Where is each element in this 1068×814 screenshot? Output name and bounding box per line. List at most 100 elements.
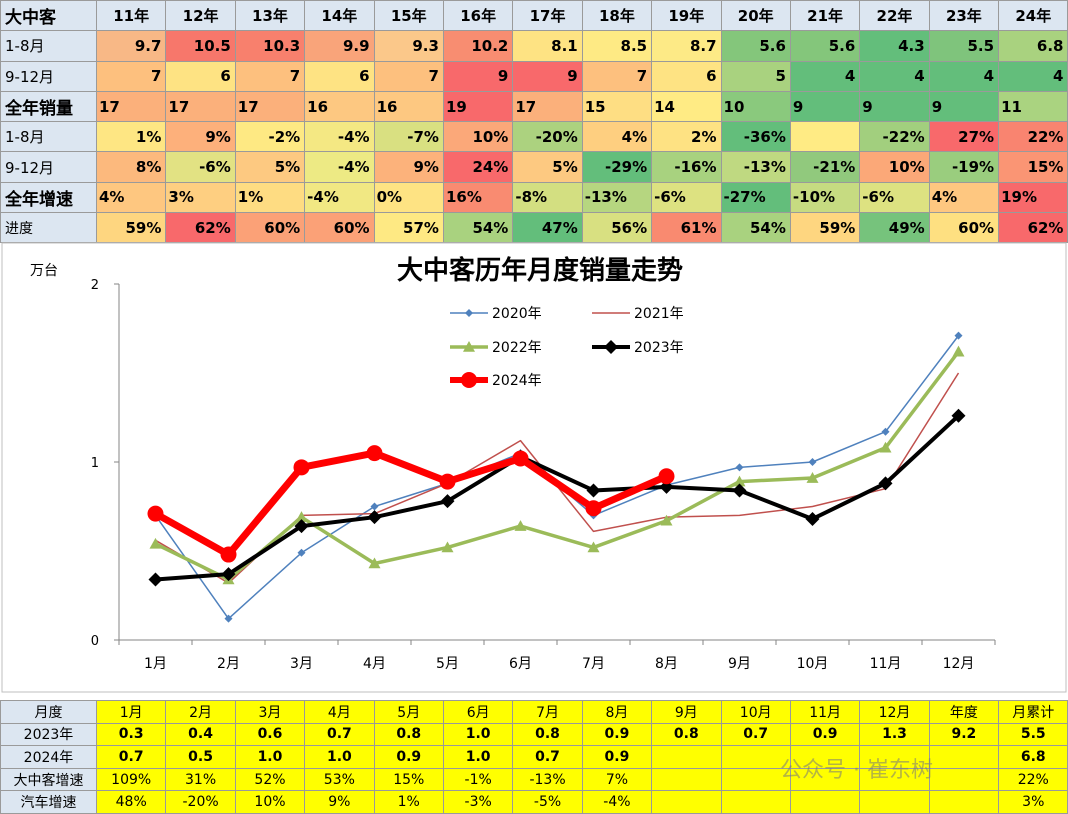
table-cell: 7 bbox=[373, 60, 444, 92]
data-point bbox=[879, 441, 892, 453]
row-label: 全年增速 bbox=[0, 181, 97, 214]
y-tick-label: 1 bbox=[91, 456, 99, 471]
legend-marker bbox=[465, 309, 473, 317]
series-line-2022年 bbox=[154, 350, 960, 582]
table-cell: 14 bbox=[651, 90, 722, 123]
month-header: 10月 bbox=[720, 700, 791, 724]
data-point bbox=[733, 475, 746, 487]
data-point bbox=[147, 505, 164, 522]
table-cell bbox=[789, 790, 861, 814]
table-cell: 54% bbox=[720, 212, 791, 244]
year-header: 19年 bbox=[651, 0, 722, 32]
table-cell: 17 bbox=[165, 90, 236, 123]
table-cell: 60% bbox=[928, 212, 1000, 244]
month-header: 5月 bbox=[373, 700, 444, 724]
data-point bbox=[440, 494, 455, 509]
table-cell: 5.5 bbox=[928, 30, 1000, 62]
table-cell bbox=[720, 767, 791, 792]
row-label: 1-8月 bbox=[0, 121, 97, 153]
table-cell: 9.9 bbox=[304, 30, 375, 62]
table-cell: -7% bbox=[373, 121, 444, 153]
table-cell: 7 bbox=[95, 60, 167, 92]
table-cell: 17 bbox=[234, 90, 306, 123]
row-label: 大中客增速 bbox=[0, 767, 97, 792]
table-cell: 9.7 bbox=[95, 30, 167, 62]
legend-marker bbox=[461, 372, 477, 388]
table-cell: 27% bbox=[928, 121, 1000, 153]
row-label: 1-8月 bbox=[0, 30, 97, 62]
table-cell: 4 bbox=[928, 60, 1000, 92]
watermark: 公众号 · 崔东树 bbox=[780, 758, 933, 783]
y-axis-label: 万台 bbox=[30, 263, 58, 279]
chart-svg: 大中客历年月度销量走势 万台 0 1 2 1月 2月 3月 4月 5月 6月 7月 8月 9月 10月 11月… bbox=[1, 242, 1067, 693]
table-cell: 56% bbox=[581, 212, 653, 244]
monthly-header-row: 月度 1月 2月 3月 4月 5月 6月 7月 8月 9月 10月 11月 12月 年度 月累计 bbox=[0, 700, 1068, 724]
row-label: 全年销量 bbox=[0, 90, 97, 123]
table-cell: 0.4 bbox=[165, 722, 236, 747]
row-label: 汽车增速 bbox=[0, 790, 97, 814]
x-tick-label: 8月 bbox=[655, 656, 678, 672]
table-cell: 6.8 bbox=[998, 30, 1068, 62]
table-cell: 0.9 bbox=[581, 745, 653, 769]
table-cell: 10 bbox=[720, 90, 791, 123]
table-cell: 9 bbox=[859, 90, 930, 123]
table-cell: 62% bbox=[165, 212, 236, 244]
table-cell: -20% bbox=[165, 790, 236, 814]
table-cell: 0.8 bbox=[651, 722, 722, 747]
data-point bbox=[954, 331, 963, 340]
table-cell bbox=[720, 790, 791, 814]
table-cell: 10.3 bbox=[234, 30, 306, 62]
table-cell bbox=[789, 767, 861, 792]
table-cell: -13% bbox=[512, 767, 583, 792]
table-cell: 8.7 bbox=[651, 30, 722, 62]
table-cell bbox=[928, 767, 1000, 792]
table-cell: 59% bbox=[95, 212, 167, 244]
table-cell: 9 bbox=[789, 90, 861, 123]
month-header: 7月 bbox=[512, 700, 583, 724]
table-cell: -27% bbox=[720, 181, 791, 214]
month-header: 11月 bbox=[789, 700, 861, 724]
x-tick-label: 4月 bbox=[363, 656, 386, 672]
table-cell: 11 bbox=[998, 90, 1068, 123]
x-tick-label: 2月 bbox=[217, 656, 240, 672]
table-cell: 109% bbox=[95, 767, 167, 792]
month-header: 3月 bbox=[234, 700, 306, 724]
table-cell: 5.6 bbox=[720, 30, 791, 62]
month-header: 4月 bbox=[304, 700, 375, 724]
table-cell: 31% bbox=[165, 767, 236, 792]
table-cell: 0.7 bbox=[95, 745, 167, 769]
table-cell: 6 bbox=[651, 60, 722, 92]
table-cell: 1.0 bbox=[304, 745, 375, 769]
summary-header-row: 大中客 11年 12年 13年 14年 15年 16年 17年 18年 19年 20年 21年 22年 2… bbox=[0, 0, 1068, 32]
year-header: 21年 bbox=[789, 0, 861, 32]
table-cell: 5% bbox=[234, 151, 306, 183]
table-cell: -36% bbox=[720, 121, 791, 153]
year-header: 22年 bbox=[859, 0, 930, 32]
table-cell: 6.8 bbox=[998, 745, 1068, 769]
table-cell: 52% bbox=[234, 767, 306, 792]
year-header: 17年 bbox=[512, 0, 583, 32]
data-point bbox=[221, 567, 236, 582]
data-point bbox=[297, 548, 306, 557]
table-cell: -22% bbox=[859, 121, 930, 153]
table-cell: 10% bbox=[442, 121, 514, 153]
table-cell: -6% bbox=[165, 151, 236, 183]
table-cell: 59% bbox=[789, 212, 861, 244]
table-cell: 6 bbox=[304, 60, 375, 92]
table-cell: 1% bbox=[373, 790, 444, 814]
table-cell: 57% bbox=[373, 212, 444, 244]
data-point bbox=[293, 459, 310, 476]
table-cell: -10% bbox=[789, 181, 861, 214]
table-cell: 17 bbox=[512, 90, 583, 123]
table-cell: 2% bbox=[651, 121, 722, 153]
table-cell: -6% bbox=[859, 181, 930, 214]
month-header: 6月 bbox=[442, 700, 514, 724]
table-cell: 0.9 bbox=[789, 722, 861, 747]
table-cell: 22% bbox=[998, 121, 1068, 153]
data-point bbox=[660, 514, 673, 526]
table-cell: -13% bbox=[720, 151, 791, 183]
monthly-table: 月度 1月 2月 3月 4月 5月 6月 7月 8月 9月 10月 11月 12月 年度 月累计 2023年 0… bbox=[0, 700, 1068, 814]
table-cell: 49% bbox=[859, 212, 930, 244]
x-tick-label: 1月 bbox=[144, 656, 167, 672]
data-point bbox=[370, 502, 379, 511]
